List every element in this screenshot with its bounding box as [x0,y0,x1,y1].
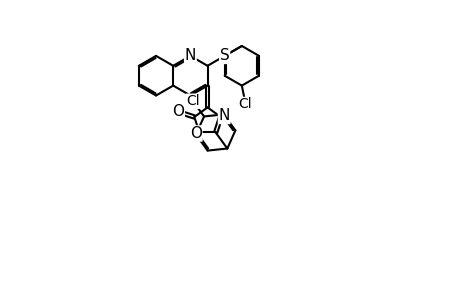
Text: Cl: Cl [237,98,251,111]
Text: Cl: Cl [186,94,199,108]
Text: O: O [190,126,202,141]
Text: N: N [184,48,196,63]
Text: N: N [218,109,230,124]
Text: S: S [219,48,229,63]
Text: O: O [172,104,184,119]
